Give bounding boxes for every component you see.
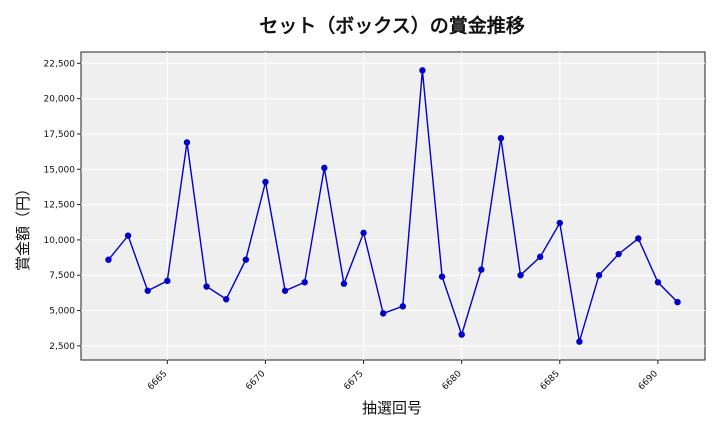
data-point xyxy=(223,296,230,303)
x-tick-label: 6690 xyxy=(637,369,660,392)
data-point xyxy=(183,139,191,146)
y-tick-label: 22,500 xyxy=(44,59,76,69)
y-tick-label: 10,000 xyxy=(44,236,76,246)
y-tick-label: 12,500 xyxy=(44,201,76,211)
data-point xyxy=(635,235,642,242)
data-point xyxy=(105,256,112,263)
data-point xyxy=(399,303,407,310)
data-point xyxy=(379,310,387,317)
data-point xyxy=(360,229,367,237)
y-tick-label: 17,500 xyxy=(44,130,76,140)
data-point xyxy=(203,283,210,290)
y-tick-label: 15,000 xyxy=(44,165,76,175)
data-point xyxy=(674,298,681,306)
data-point xyxy=(576,338,583,345)
data-point xyxy=(497,134,505,142)
data-point xyxy=(262,178,269,186)
y-axis-ticks: 2,500 5,000 7,500 10,000 12,500 15,000 17,500 2… xyxy=(44,59,81,352)
y-tick-label: 2,500 xyxy=(49,342,75,352)
x-tick-label: 6670 xyxy=(244,369,267,392)
data-point xyxy=(478,266,485,273)
chart-title: セット（ボックス）の賞金推移 xyxy=(259,14,524,37)
data-point xyxy=(340,280,348,287)
x-tick-label: 6685 xyxy=(539,369,562,392)
data-point xyxy=(124,232,132,239)
series-line xyxy=(107,70,678,342)
y-tick-label: 7,500 xyxy=(49,271,75,281)
gridlines xyxy=(81,52,705,360)
plot-area xyxy=(80,51,706,361)
series-group xyxy=(105,67,681,345)
data-point xyxy=(321,164,328,172)
y-tick-label: 20,000 xyxy=(44,95,76,105)
data-point xyxy=(458,331,465,338)
x-tick-label: 6665 xyxy=(146,369,169,392)
data-point xyxy=(301,279,308,286)
x-tick-label: 6680 xyxy=(441,369,464,392)
data-point xyxy=(595,272,603,279)
data-point xyxy=(615,250,622,258)
x-axis-ticks: 6665 6670 6675 6680 6685 6690 xyxy=(146,360,660,392)
x-tick-label: 6675 xyxy=(342,369,365,392)
data-point xyxy=(556,219,563,227)
data-point xyxy=(536,253,544,261)
data-point xyxy=(438,273,446,280)
data-point xyxy=(281,287,289,294)
x-axis-label: 抽選回号 xyxy=(362,399,422,417)
data-point xyxy=(419,67,426,74)
data-point xyxy=(144,287,151,294)
data-point xyxy=(517,272,524,279)
y-tick-label: 5,000 xyxy=(49,307,75,317)
data-point xyxy=(654,279,662,286)
data-point xyxy=(164,277,171,285)
y-axis-label: 賞金額（円） xyxy=(14,181,32,271)
data-point xyxy=(242,256,250,263)
